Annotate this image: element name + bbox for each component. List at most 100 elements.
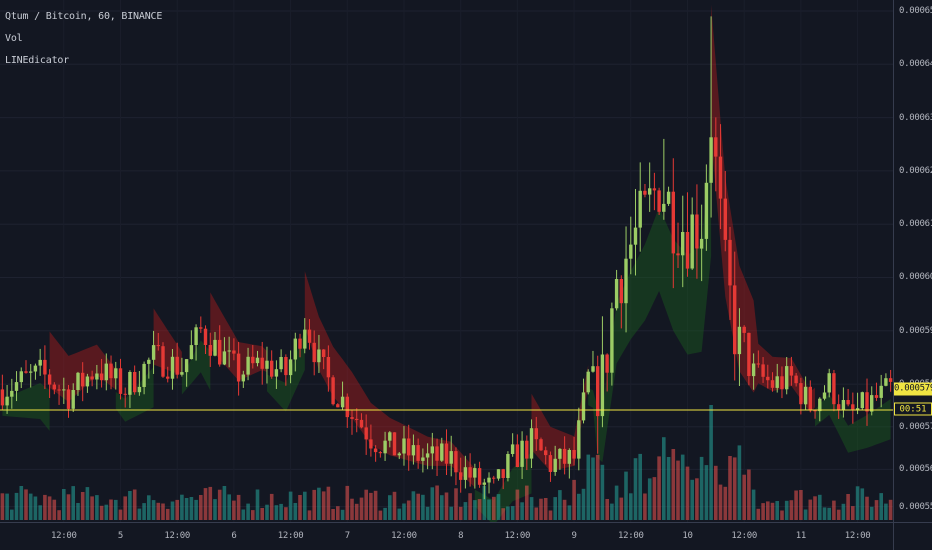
volume-bar: [175, 499, 179, 520]
candle: [260, 341, 264, 385]
time-axis[interactable]: 12:00 5 12:00 6 12:00 7 12:00 8 12:00 9 12:00 10 12:…: [0, 522, 893, 550]
x-tick-label: 12:00: [391, 531, 417, 541]
candle-body: [581, 392, 586, 421]
x-tick-label: 12:00: [844, 531, 871, 541]
candle-body: [473, 468, 477, 478]
volume-bar: [704, 465, 709, 520]
candle-body: [331, 377, 335, 405]
volume-bar: [766, 501, 770, 520]
candle-body: [756, 363, 760, 365]
candle: [884, 373, 888, 387]
candle: [751, 353, 756, 390]
volume-bar: [425, 506, 430, 520]
volume-bar: [553, 497, 557, 520]
candle: [24, 360, 28, 374]
candle: [567, 448, 571, 479]
legend-indicator[interactable]: LINEdicator: [5, 55, 70, 66]
candle-body: [709, 137, 713, 183]
price-chart-plot[interactable]: [0, 0, 893, 522]
candle-body: [208, 345, 212, 356]
candle: [298, 333, 302, 358]
volume-bar: [614, 485, 619, 520]
x-tick-label: 12:00: [504, 531, 531, 541]
candle: [66, 384, 71, 418]
candle: [477, 461, 482, 488]
volume-bar: [506, 506, 510, 520]
volume-bar: [685, 466, 690, 520]
candle-body: [421, 457, 425, 461]
candle-body: [855, 408, 860, 410]
candle-body: [369, 439, 373, 449]
candle: [813, 409, 817, 419]
legend-symbol[interactable]: Qtum / Bitcoin, 60, BINANCE: [5, 11, 163, 22]
volume-bar: [595, 454, 600, 520]
candle-body: [860, 392, 864, 409]
candle-body: [359, 419, 364, 428]
volume-bar: [728, 456, 732, 520]
candle: [279, 349, 283, 373]
candle-body: [596, 366, 600, 417]
candle-body: [766, 376, 770, 381]
candle-body: [633, 227, 638, 245]
candle: [714, 117, 718, 192]
candle-body: [865, 392, 869, 412]
volume-bar: [312, 489, 316, 520]
candle: [648, 162, 652, 212]
volume-bar: [383, 507, 387, 520]
candle: [562, 436, 567, 475]
candle-body: [24, 371, 28, 373]
volume-bar: [662, 437, 666, 520]
candle: [808, 380, 812, 413]
candle: [681, 195, 685, 288]
candle-body: [591, 366, 595, 372]
candle: [175, 342, 179, 379]
volume-bar: [10, 509, 14, 520]
candle: [378, 450, 383, 458]
candle: [47, 369, 52, 399]
candle: [879, 374, 883, 408]
volume-bar: [784, 500, 789, 520]
candle: [799, 377, 803, 415]
candle-body: [794, 375, 798, 384]
volume-bar: [581, 488, 586, 520]
volume-bar: [104, 504, 109, 520]
volume-bar: [142, 503, 146, 520]
volume-bar: [354, 503, 359, 520]
candle-body: [496, 469, 501, 479]
volume-bar: [799, 490, 803, 520]
candle: [359, 413, 364, 429]
candle: [553, 445, 557, 476]
candle-body: [643, 190, 647, 195]
candle-body: [274, 369, 279, 377]
candle-body: [402, 438, 406, 454]
volume-bar: [808, 499, 813, 520]
legend-volume[interactable]: Vol: [5, 33, 23, 44]
candle-body: [813, 410, 817, 412]
price-axis[interactable]: 0.000650 0.000640 0.000630 0.000620 0.000610…: [893, 0, 932, 522]
candle: [184, 359, 189, 387]
volume-bar: [430, 487, 435, 520]
volume-bar: [307, 510, 312, 520]
candle: [345, 393, 349, 428]
candlesticks: [0, 16, 893, 500]
candle: [0, 374, 5, 411]
candle: [548, 451, 553, 482]
candle-body: [137, 386, 142, 393]
candle: [369, 424, 373, 457]
candle: [52, 382, 56, 395]
candle: [742, 325, 746, 343]
candle-body: [218, 339, 222, 365]
candle: [435, 438, 439, 476]
volume-bar: [732, 457, 737, 520]
candle: [194, 324, 198, 361]
candle-body: [340, 396, 345, 408]
volume-bar: [629, 493, 633, 520]
candle: [832, 369, 836, 412]
volume-bar: [818, 494, 822, 520]
volume-bar: [444, 492, 449, 520]
bar-countdown-badge: 00:51: [894, 402, 932, 416]
volume-bar: [770, 502, 775, 520]
volume-bar: [865, 496, 869, 520]
candle-body: [775, 376, 779, 388]
candle-body: [841, 400, 846, 410]
